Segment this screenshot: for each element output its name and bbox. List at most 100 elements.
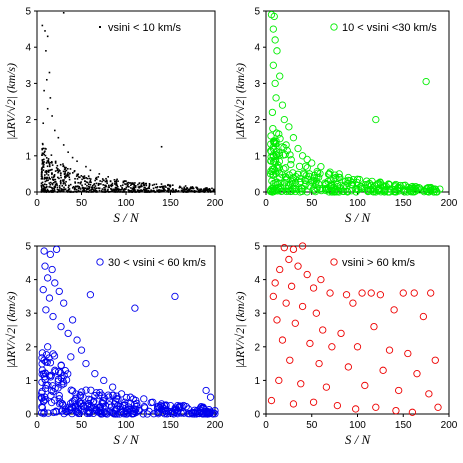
legend-marker: [96, 258, 104, 266]
data-point: [193, 406, 201, 415]
data-point-dense: [69, 168, 72, 170]
data-point: [109, 383, 117, 391]
x-axis-label: S / N: [113, 432, 140, 447]
data-point-dense: [113, 392, 121, 400]
data-point: [436, 185, 444, 193]
data-point-dense: [99, 180, 101, 182]
data-point: [322, 383, 331, 391]
data-point-dense: [47, 174, 50, 176]
data-point: [358, 184, 366, 193]
data-point: [358, 289, 366, 297]
y-axis-label: |ΔRV/√2| (km/s): [233, 63, 247, 140]
data-point-dense: [86, 190, 88, 193]
data-point-dense: [48, 182, 51, 184]
data-point-dense: [81, 178, 83, 181]
y-tick-label: 1: [254, 151, 260, 162]
data-point-dense: [123, 407, 131, 415]
data-point-dense: [105, 184, 107, 187]
data-point-dense: [52, 181, 55, 184]
data-point: [60, 380, 68, 388]
y-tick-label: 2: [25, 115, 31, 126]
data-point-dense: [211, 410, 219, 418]
data-point-dense: [50, 190, 52, 192]
data-point-dense: [143, 188, 146, 191]
data-point: [294, 144, 302, 153]
data-point-dense: [79, 190, 82, 193]
data-point: [273, 316, 281, 324]
data-point-dense: [309, 185, 318, 193]
data-point-dense: [148, 185, 151, 188]
data-point-dense: [41, 166, 43, 169]
data-point-dense: [123, 188, 126, 190]
data-point-dense: [283, 147, 291, 155]
data-point-dense: [87, 191, 90, 193]
data-point-dense: [195, 186, 197, 189]
data-point-dense: [266, 170, 275, 178]
data-point-dense: [185, 191, 188, 193]
data-point-dense: [42, 169, 45, 171]
data-point-dense: [145, 407, 153, 416]
data-point-dense: [126, 182, 128, 185]
x-tick-label: 50: [306, 420, 318, 431]
y-tick-label: 0: [254, 410, 260, 421]
data-point-dense: [148, 190, 151, 193]
x-tick-label: 200: [207, 198, 224, 209]
data-point: [328, 343, 336, 351]
data-point-dense: [66, 191, 69, 193]
data-point-dense: [163, 187, 165, 189]
data-point-dense: [270, 139, 278, 147]
data-point-dense: [116, 188, 119, 191]
data-point-dense: [70, 191, 73, 193]
data-point-dense: [45, 173, 48, 175]
y-tick-label: 5: [254, 242, 260, 253]
legend-label: 30 < vsini < 60 km/s: [108, 257, 206, 269]
data-point-dense: [61, 188, 63, 191]
data-point-dense: [267, 147, 275, 156]
data-point-dense: [76, 399, 85, 408]
data-point: [427, 184, 435, 193]
data-point-dense: [41, 187, 43, 190]
data-point-dense: [104, 190, 106, 193]
data-point-dense: [269, 151, 277, 160]
data-point-dense: [111, 184, 114, 187]
data-point-dense: [54, 180, 57, 183]
data-point: [270, 12, 278, 21]
y-tick-label: 4: [25, 43, 31, 54]
data-point-dense: [42, 152, 45, 155]
data-point-dense: [157, 189, 160, 192]
data-point-dense: [164, 189, 166, 192]
data-point-dense: [162, 185, 165, 188]
data-point-dense: [172, 189, 174, 192]
data-point: [160, 145, 163, 148]
data-point: [340, 182, 348, 191]
data-point-dense: [43, 183, 46, 186]
data-point-dense: [41, 147, 44, 150]
data-point-dense: [195, 190, 198, 193]
data-point: [379, 366, 387, 374]
data-point-dense: [77, 173, 80, 176]
data-point-dense: [41, 159, 44, 161]
data-point-dense: [162, 185, 164, 188]
data-point-dense: [51, 168, 53, 171]
data-point-dense: [155, 183, 158, 186]
data-point-dense: [68, 397, 77, 406]
data-point-dense: [60, 172, 62, 175]
data-point-dense: [74, 185, 77, 188]
data-point-dense: [92, 188, 94, 191]
data-point-dense: [162, 188, 165, 190]
data-point-dense: [123, 410, 131, 418]
data-point-dense: [40, 182, 43, 185]
data-point-dense: [46, 188, 49, 191]
data-point-dense: [42, 189, 44, 191]
data-point-dense: [167, 187, 170, 190]
data-point: [149, 398, 157, 406]
data-point-dense: [141, 185, 143, 188]
data-point-dense: [102, 191, 105, 193]
data-point-dense: [200, 188, 203, 191]
data-point-dense: [87, 386, 95, 394]
data-point: [55, 287, 63, 296]
data-point: [91, 370, 99, 378]
data-point-dense: [51, 164, 54, 166]
data-point-dense: [109, 180, 112, 182]
